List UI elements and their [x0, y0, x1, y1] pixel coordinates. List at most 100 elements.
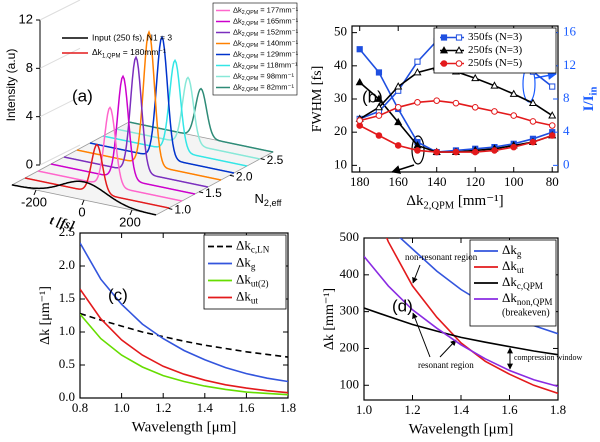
y-tick-label: 2.5 — [267, 153, 284, 167]
x-tick-label: 1.2 — [404, 402, 420, 417]
x-tick-label: 1.2 — [155, 400, 171, 415]
x-tick-label: 1.4 — [453, 402, 470, 417]
marker — [452, 148, 460, 156]
legend-label: Δk2,QPM = 177mm⁻¹ — [233, 5, 299, 16]
legend-label: 250fs (N=5) — [468, 57, 523, 69]
grid-line — [39, 96, 81, 118]
legend-label: Δk2,QPM = 165mm⁻¹ — [233, 16, 299, 27]
marker — [439, 46, 449, 54]
x-tick-label: 140 — [427, 174, 447, 189]
series-line — [80, 242, 288, 383]
marker — [413, 68, 422, 76]
legend-label: Δk1,QPM = 180mm⁻¹ — [92, 47, 166, 59]
pulse-trace — [50, 74, 196, 195]
marker — [471, 73, 480, 82]
z-tick-label: 8 — [26, 60, 33, 75]
legend-label: Δkg — [502, 242, 522, 259]
legend-label: Δk2,QPM = 82mm⁻¹ — [233, 82, 294, 93]
y-axis-label: FWHM [fs] — [310, 66, 325, 133]
y-axis-label: Δk [μm⁻¹] — [38, 286, 53, 345]
y-tick-label: 200 — [340, 339, 360, 354]
legend-note: (breakeven) — [502, 308, 550, 319]
marker — [394, 82, 403, 90]
marker — [509, 89, 518, 97]
y-tick — [168, 207, 173, 210]
pointer-arrow — [439, 339, 457, 358]
y-tick — [229, 174, 235, 177]
marker — [548, 132, 556, 139]
marker — [440, 60, 448, 67]
marker — [452, 99, 460, 107]
series-line — [80, 288, 288, 394]
marker — [440, 34, 448, 41]
pulse-trace — [37, 106, 183, 202]
x-tick-label: 80 — [546, 174, 559, 189]
marker — [528, 98, 538, 107]
marker — [548, 111, 557, 119]
y-tick-label: 2.5 — [59, 224, 75, 239]
x-tick-label: 1.0 — [356, 402, 372, 417]
z-axis-label: Intensity (a.u) — [4, 49, 18, 122]
y-tick-label: 30 — [334, 90, 347, 105]
annotation: compression window — [514, 353, 582, 362]
x-tick-label: 200 — [119, 214, 141, 229]
marker — [394, 103, 402, 111]
marker — [414, 58, 421, 65]
y-tick-label: 1.5 — [59, 290, 75, 305]
y-tick-label: 0.0 — [59, 389, 75, 404]
pointer-arrow — [534, 71, 557, 80]
marker — [394, 142, 402, 149]
grid-line — [39, 47, 81, 69]
z-tick-label: 12 — [19, 11, 33, 26]
x-tick-label: 1.8 — [280, 400, 296, 415]
legend-label: Input (250 fs), N1 = 3 — [92, 32, 172, 42]
y-tick-label: 2.0 — [59, 257, 75, 272]
legend-label: Δkut — [502, 258, 524, 275]
marker — [529, 138, 537, 146]
marker — [490, 81, 499, 89]
marker — [394, 117, 403, 126]
y2-axis-label: I/Iin — [581, 87, 599, 112]
marker — [375, 112, 383, 119]
legend-label: Δkg — [236, 254, 256, 271]
legend-label: Δk2,QPM = 152mm⁻¹ — [233, 27, 299, 38]
marker — [548, 122, 556, 129]
y-axis-label: Δk [mm⁻¹] — [322, 288, 337, 350]
y-tick — [260, 158, 265, 161]
x-axis-label: Wavelength [μm] — [409, 421, 514, 437]
legend-label: 350fs (N=3) — [468, 31, 523, 43]
series-line — [364, 255, 558, 388]
marker — [529, 118, 537, 125]
pointer-arrow — [412, 312, 431, 358]
marker — [471, 103, 479, 111]
marker — [433, 97, 441, 104]
panel-d-pointers — [412, 264, 513, 370]
marker — [356, 46, 363, 53]
y-tick-label: 500 — [340, 229, 360, 244]
marker — [491, 147, 498, 154]
x-tick-label: 1.6 — [238, 400, 255, 415]
x-tick-label: 1.6 — [501, 402, 518, 417]
panel-label: (d) — [392, 296, 413, 315]
y2-tick-label: 0 — [563, 156, 570, 171]
marker — [455, 34, 463, 41]
legend-label: Δkc,LN — [236, 237, 270, 254]
x-tick-label: 1.8 — [550, 402, 566, 417]
y-tick-label: 10 — [334, 156, 347, 171]
y-tick-label: 2.0 — [236, 169, 253, 183]
y-tick-label: 1.0 — [59, 323, 75, 338]
x-tick — [129, 209, 133, 216]
y-tick-label: 100 — [340, 376, 360, 391]
series-line — [364, 307, 558, 356]
annotation: resonant region — [418, 360, 474, 370]
x-tick-label: 1.4 — [197, 400, 214, 415]
y2-tick-label: 16 — [563, 24, 577, 39]
marker — [375, 132, 383, 139]
annotation: non-resonant region — [405, 252, 478, 262]
x-tick-label: 160 — [388, 174, 408, 189]
legend-label: Δk2,QPM = 118mm⁻¹ — [233, 60, 298, 71]
floor — [10, 121, 275, 216]
legend-label: Δk2,QPM = 98mm⁻¹ — [233, 71, 294, 82]
marker — [414, 99, 421, 106]
marker — [355, 77, 364, 86]
